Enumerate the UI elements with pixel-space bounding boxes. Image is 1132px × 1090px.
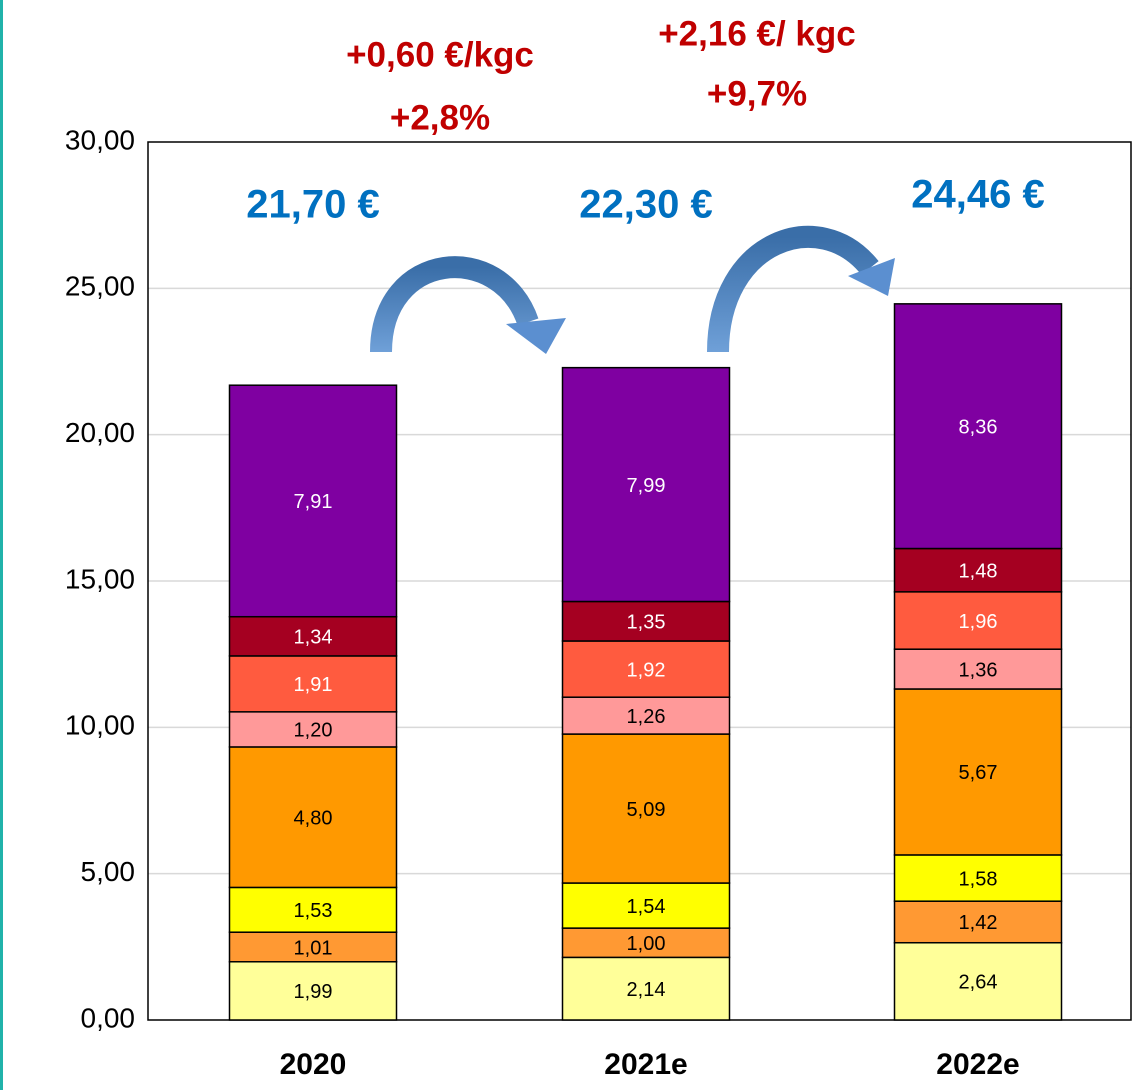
bar-segment bbox=[893, 688, 1063, 856]
annotation: +9,7% bbox=[707, 74, 807, 113]
bar-segment bbox=[893, 303, 1063, 550]
bar-segment bbox=[561, 600, 731, 642]
data-label: 7,99 bbox=[627, 475, 666, 497]
total-label: 21,70 € bbox=[246, 183, 379, 227]
y-tick-label: 15,00 bbox=[65, 563, 135, 594]
left-border bbox=[0, 0, 3, 1090]
data-label: 1,99 bbox=[294, 981, 333, 1003]
total-label: 24,46 € bbox=[911, 173, 1044, 217]
annotation: +2,8% bbox=[390, 98, 490, 137]
data-label: 1,58 bbox=[959, 868, 998, 890]
annotation: +2,16 €/ kgc bbox=[658, 14, 856, 53]
y-tick-label: 20,00 bbox=[65, 417, 135, 448]
data-label: 1,36 bbox=[959, 659, 998, 681]
arrow bbox=[707, 225, 895, 353]
annotation: +0,60 €/kgc bbox=[346, 35, 534, 74]
x-tick-label: 2020 bbox=[280, 1048, 347, 1081]
y-tick-label: 30,00 bbox=[65, 124, 135, 155]
bar-segment bbox=[893, 547, 1063, 593]
data-label: 1,96 bbox=[959, 611, 998, 633]
x-tick-label: 2021e bbox=[604, 1048, 687, 1081]
data-label: 2,64 bbox=[959, 972, 998, 994]
data-label: 1,00 bbox=[627, 933, 666, 955]
data-label: 1,20 bbox=[294, 720, 333, 742]
bar-segment bbox=[228, 384, 398, 618]
arrow bbox=[370, 256, 566, 354]
data-label: 1,35 bbox=[627, 612, 666, 634]
bar-segment bbox=[893, 854, 1063, 902]
bar-segment bbox=[228, 746, 398, 889]
bar-segment bbox=[561, 696, 731, 735]
bar-segment bbox=[561, 733, 731, 884]
data-label: 1,92 bbox=[627, 659, 666, 681]
data-label: 1,42 bbox=[959, 912, 998, 934]
y-tick-label: 5,00 bbox=[81, 856, 136, 887]
bar-segment bbox=[893, 941, 1063, 1021]
data-label: 1,48 bbox=[959, 560, 998, 582]
data-label: 1,01 bbox=[294, 937, 333, 959]
data-label: 1,91 bbox=[294, 674, 333, 696]
total-label: 22,30 € bbox=[579, 183, 712, 227]
data-label: 1,26 bbox=[627, 706, 666, 728]
bar-segment bbox=[228, 655, 398, 713]
bar-segment bbox=[228, 711, 398, 748]
data-label: 5,67 bbox=[959, 762, 998, 784]
plot: 0,00 5,00 10,00 15,00 20,00 25,00 30,00 1,99 1,0… bbox=[65, 124, 1132, 1081]
bar-segment bbox=[228, 886, 398, 933]
bar-segment bbox=[561, 927, 731, 959]
data-label: 4,80 bbox=[294, 807, 333, 829]
bar-segment bbox=[893, 900, 1063, 944]
data-label: 1,54 bbox=[627, 896, 666, 918]
data-label: 2,14 bbox=[627, 979, 666, 1001]
bar-segment bbox=[561, 366, 731, 603]
bar-segment bbox=[561, 640, 731, 698]
bar-segment bbox=[228, 931, 398, 963]
y-tick-label: 25,00 bbox=[65, 271, 135, 302]
data-label: 1,34 bbox=[294, 627, 333, 649]
data-label: 7,91 bbox=[294, 491, 333, 513]
bar-segment bbox=[893, 591, 1063, 650]
bar-segment bbox=[561, 882, 731, 929]
y-tick-label: 10,00 bbox=[65, 710, 135, 741]
data-label: 5,09 bbox=[627, 799, 666, 821]
y-tick-label: 0,00 bbox=[81, 1002, 136, 1033]
bar-segment bbox=[893, 648, 1063, 690]
data-label: 8,36 bbox=[959, 416, 998, 438]
data-label: 1,53 bbox=[294, 900, 333, 922]
x-tick-label: 2022e bbox=[936, 1048, 1019, 1081]
bar-segment bbox=[228, 615, 398, 657]
